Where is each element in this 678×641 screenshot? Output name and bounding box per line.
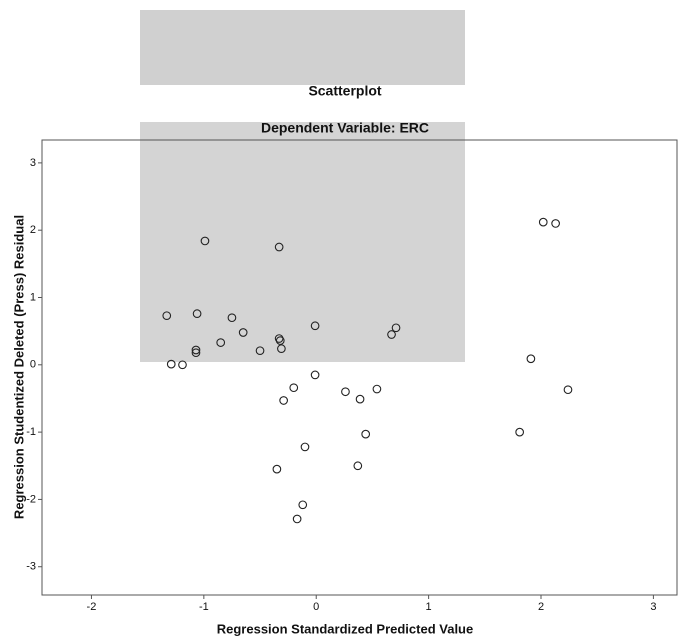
point (310, 370, 320, 380)
point (216, 338, 226, 347)
point (279, 396, 288, 405)
x-tick-label: 3 (650, 601, 656, 613)
watermark-block (140, 10, 465, 85)
y-tick-label: 2 (30, 224, 36, 236)
point (274, 242, 284, 252)
point (191, 348, 201, 358)
x-tick-label: 1 (426, 601, 432, 613)
point (255, 346, 265, 356)
point (272, 464, 282, 474)
point (353, 461, 363, 471)
point (515, 427, 525, 437)
point (192, 309, 202, 319)
point (274, 334, 284, 343)
chart-subtitle: Dependent Variable: ERC (261, 120, 429, 136)
point (227, 313, 237, 323)
x-axis-title: Regression Standardized Predicted Value (217, 621, 473, 636)
point (275, 336, 285, 345)
point (277, 344, 286, 354)
point (551, 219, 560, 228)
y-tick-label: 1 (30, 291, 36, 303)
point (200, 236, 210, 246)
point (372, 384, 382, 394)
plot-frame (41, 139, 678, 596)
y-tick-label: -1 (26, 426, 36, 438)
point (355, 394, 365, 404)
y-tick-label: -2 (26, 493, 36, 505)
point (538, 217, 548, 227)
point (526, 354, 536, 364)
point (391, 323, 401, 333)
x-tick-label: -1 (199, 601, 209, 613)
watermark-block (140, 122, 465, 362)
point (191, 345, 201, 355)
point (166, 359, 176, 369)
y-tick-label: 0 (30, 359, 36, 371)
x-tick-label: -2 (87, 601, 97, 613)
point (162, 311, 172, 321)
x-tick-label: 0 (313, 601, 319, 613)
point (298, 500, 308, 510)
point (563, 385, 573, 395)
point (300, 442, 310, 452)
point (310, 321, 320, 331)
point (387, 330, 396, 339)
chart-title: Scatterplot (308, 83, 381, 99)
point (238, 328, 248, 337)
point (292, 514, 302, 524)
point (341, 387, 350, 397)
y-tick-label: -3 (26, 561, 36, 573)
x-tick-label: 2 (538, 601, 544, 613)
point (289, 383, 299, 393)
y-tick-label: 3 (30, 157, 36, 169)
point (178, 360, 187, 370)
point (361, 429, 371, 439)
y-axis-title: Regression Studentized Deleted (Press) R… (11, 215, 26, 519)
